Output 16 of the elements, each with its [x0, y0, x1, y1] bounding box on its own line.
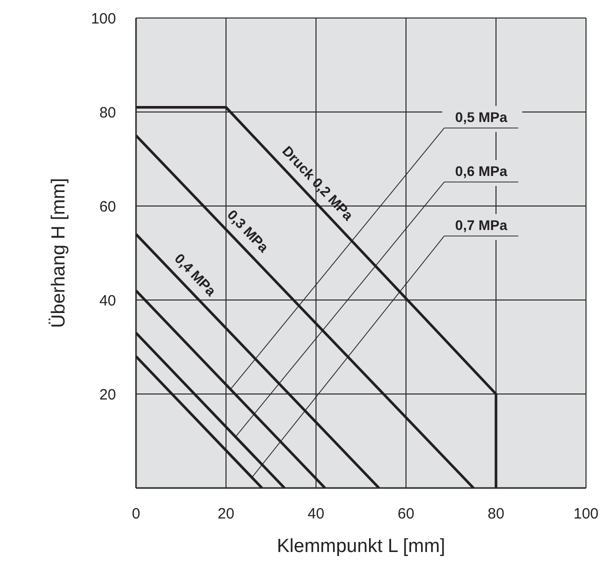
y-axis-title: Überhang H [mm]: [48, 178, 70, 328]
x-tick-label: 80: [488, 506, 504, 523]
y-tick-label: 60: [99, 198, 116, 216]
y-tick-label: 80: [99, 104, 116, 122]
x-tick-label: 60: [398, 506, 414, 523]
text: 0,7 MPa: [455, 217, 508, 233]
text: 0,5 MPa: [455, 109, 508, 125]
x-axis-title: Klemmpunkt L [mm]: [276, 536, 446, 557]
x-tick-label: 100: [573, 506, 599, 523]
text: 0,6 MPa: [455, 163, 508, 179]
y-tick-label: 100: [90, 10, 116, 28]
y-tick-label: 20: [99, 386, 116, 404]
x-tick-label: 40: [308, 506, 324, 523]
x-tick-label: 0: [132, 506, 140, 523]
x-tick-label: 20: [218, 506, 234, 523]
y-tick-label: 40: [99, 292, 116, 310]
